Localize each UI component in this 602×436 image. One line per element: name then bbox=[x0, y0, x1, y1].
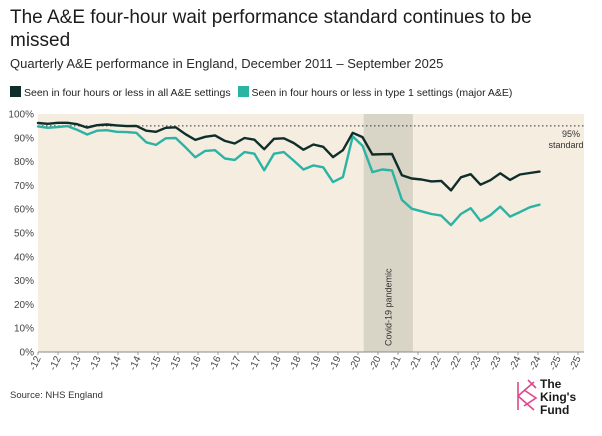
logo-line-1: The bbox=[540, 377, 562, 391]
chart-legend: Seen in four hours or less in all A&E se… bbox=[10, 86, 516, 99]
x-tick-label: -21 bbox=[408, 354, 424, 372]
x-tick-label: -19 bbox=[328, 354, 344, 372]
pandemic-label: Covid-19 pandemic bbox=[383, 268, 393, 346]
x-tick-label: -25 bbox=[548, 354, 564, 372]
x-tick-label: -23 bbox=[488, 354, 504, 372]
x-tick-label: -13 bbox=[68, 354, 84, 372]
x-tick-label: -22 bbox=[448, 354, 464, 372]
logo-wordmark: The King's Fund bbox=[540, 378, 576, 417]
y-tick-label: 90% bbox=[14, 133, 34, 144]
standard-label-line1: 95% bbox=[562, 129, 580, 139]
x-tick-label: -25 bbox=[568, 354, 584, 372]
x-tick-label: -16 bbox=[188, 354, 204, 372]
standard-label-line2: standard bbox=[548, 140, 583, 150]
y-tick-label: 20% bbox=[14, 300, 34, 311]
x-tick-label: -22 bbox=[428, 354, 444, 372]
x-tick-label: -12 bbox=[48, 354, 64, 372]
legend-label-all-settings: Seen in four hours or less in all A&E se… bbox=[24, 87, 231, 99]
plot-background bbox=[38, 114, 584, 352]
x-tick-label: -17 bbox=[228, 354, 244, 372]
y-tick-label: 10% bbox=[14, 324, 34, 335]
legend-item-type1: Seen in four hours or less in type 1 set… bbox=[237, 86, 513, 99]
y-tick-label: 50% bbox=[14, 229, 34, 240]
series-line-all-settings bbox=[36, 121, 541, 192]
y-tick-label: 80% bbox=[14, 157, 34, 168]
x-tick-label: -13 bbox=[88, 354, 104, 372]
chart-subtitle: Quarterly A&E performance in England, De… bbox=[10, 56, 444, 71]
legend-label-type1: Seen in four hours or less in type 1 set… bbox=[251, 87, 513, 99]
x-tick-label: -15 bbox=[148, 354, 164, 372]
y-tick-label: 70% bbox=[14, 181, 34, 192]
x-tick-label: -24 bbox=[528, 354, 544, 372]
y-tick-label: 40% bbox=[14, 252, 34, 263]
source-note: Source: NHS England bbox=[10, 390, 103, 401]
x-tick-label: -18 bbox=[288, 354, 304, 372]
x-tick-label: -19 bbox=[308, 354, 324, 372]
y-tick-label: 60% bbox=[14, 205, 34, 216]
y-tick-label: 0% bbox=[20, 348, 35, 359]
y-tick-label: 30% bbox=[14, 276, 34, 287]
logo-line-3: Fund bbox=[540, 403, 570, 417]
legend-swatch-all-settings bbox=[10, 86, 21, 97]
series-line-type1 bbox=[36, 124, 541, 227]
x-tick-label: -24 bbox=[508, 354, 524, 372]
kings-fund-logo: The King's Fund bbox=[514, 376, 594, 424]
x-tick-label: -17 bbox=[248, 354, 264, 372]
x-tick-label: -16 bbox=[208, 354, 224, 372]
legend-item-all-settings: Seen in four hours or less in all A&E se… bbox=[10, 86, 231, 99]
logo-line-2: King's bbox=[540, 390, 577, 404]
x-tick-label: -14 bbox=[128, 354, 144, 372]
chart-title: The A&E four-hour wait performance stand… bbox=[10, 7, 532, 51]
x-tick-label: -14 bbox=[108, 354, 124, 372]
x-tick-label: -15 bbox=[168, 354, 184, 372]
y-tick-label: 100% bbox=[8, 110, 34, 121]
kings-fund-logo-mark-icon bbox=[517, 379, 538, 411]
x-tick-label: -18 bbox=[268, 354, 284, 372]
x-tick-label: -23 bbox=[468, 354, 484, 372]
x-tick-label: -20 bbox=[368, 354, 384, 372]
legend-swatch-type1 bbox=[237, 86, 249, 97]
x-tick-label: -21 bbox=[388, 354, 404, 372]
x-tick-label: -20 bbox=[348, 354, 364, 372]
